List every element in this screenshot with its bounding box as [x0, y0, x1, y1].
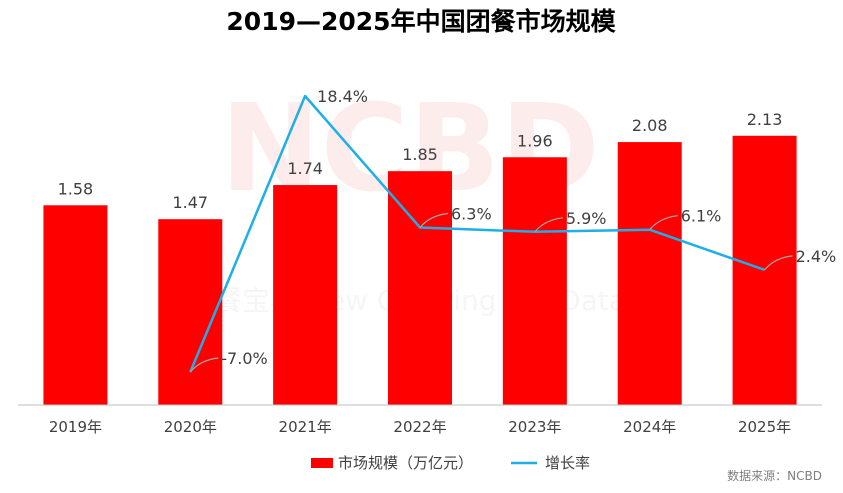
- legend-bar-label: 市场规模（万亿元）: [338, 454, 473, 472]
- growth-label-5: 6.1%: [681, 207, 722, 226]
- chart-title: 2019—2025年中国团餐市场规模: [226, 7, 616, 36]
- x-tick-label-2: 2021年: [279, 418, 332, 436]
- bar-3: [388, 171, 452, 405]
- growth-label-4: 5.9%: [566, 209, 607, 228]
- bar-4: [502, 157, 567, 405]
- bar-value-label-6: 2.13: [747, 110, 783, 129]
- legend-bar-swatch: [311, 458, 333, 468]
- bar-value-label-1: 1.47: [172, 193, 208, 212]
- x-tick-labels: 2019年 2020年 2021年 2022年 2023年 2024年 2025年: [49, 418, 791, 436]
- growth-leader-6: [764, 255, 793, 271]
- growth-line: [189, 94, 766, 373]
- bar-value-label-5: 2.08: [632, 116, 668, 135]
- growth-line-layer: -7.0% 18.4% 6.3% 5.9% 6.1% 2.4%: [189, 87, 837, 373]
- bar-value-label-0: 1.58: [58, 179, 94, 198]
- source-note: 数据来源：NCBD: [727, 468, 822, 483]
- growth-label-6: 2.4%: [796, 247, 837, 266]
- x-tick-label-3: 2022年: [393, 418, 446, 436]
- legend-line-label: 增长率: [545, 454, 590, 472]
- growth-label-3: 6.3%: [451, 204, 492, 223]
- x-tick-label-4: 2023年: [508, 418, 561, 436]
- bar-5: [617, 142, 682, 405]
- bar-6: [732, 135, 797, 405]
- bars-layer: 1.58 1.47 1.74 1.85 1.96 2.08 2.13: [43, 110, 797, 405]
- x-tick-label-1: 2020年: [164, 418, 217, 436]
- bar-value-label-2: 1.74: [287, 159, 323, 178]
- x-tick-label-6: 2025年: [738, 418, 791, 436]
- growth-label-1: -7.0%: [221, 349, 267, 368]
- growth-leader-1: [189, 357, 219, 373]
- growth-leader-3: [419, 212, 449, 228]
- bar-value-label-4: 1.96: [517, 131, 553, 150]
- x-tick-label-0: 2019年: [49, 418, 102, 436]
- legend: 市场规模（万亿元） 增长率: [311, 454, 590, 472]
- x-tick-label-5: 2024年: [623, 418, 676, 436]
- growth-leader-5: [649, 215, 678, 231]
- growth-label-2: 18.4%: [317, 87, 368, 106]
- bar-1: [158, 219, 223, 405]
- bar-2: [273, 185, 338, 405]
- growth-leader-4: [534, 217, 563, 233]
- bar-0: [43, 205, 108, 405]
- bar-value-label-3: 1.85: [402, 145, 438, 164]
